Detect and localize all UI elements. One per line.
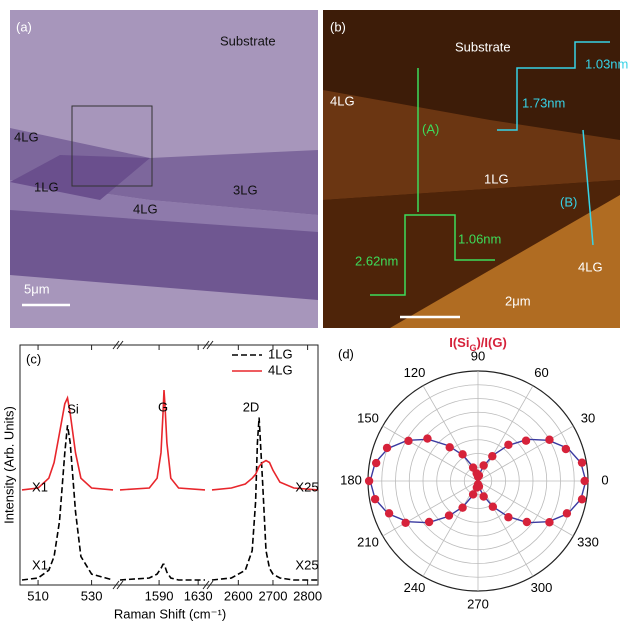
data-point <box>545 436 553 444</box>
axis-breaks <box>113 341 213 589</box>
region-label: 4LG <box>14 129 39 144</box>
scale-label: 2μm <box>505 293 531 308</box>
data-point <box>425 518 433 526</box>
x-tick-label: 1590 <box>145 588 174 603</box>
profile-label: (B) <box>560 194 577 209</box>
data-point <box>504 441 512 449</box>
region-label: 1LG <box>484 171 509 186</box>
spectrum-line <box>120 564 205 580</box>
panel-label: (a) <box>16 19 32 34</box>
angle-label: 330 <box>577 534 599 549</box>
region-label: 4LG <box>578 259 603 274</box>
data-point <box>365 477 373 485</box>
angle-label: 300 <box>531 580 553 595</box>
step-label: 1.73nm <box>522 95 565 110</box>
data-point <box>385 509 393 517</box>
data-point <box>372 459 380 467</box>
x-tick-label: 1630 <box>184 588 213 603</box>
annotation: X1 <box>32 479 48 494</box>
data-point <box>458 503 466 511</box>
panel-label: (c) <box>26 351 41 366</box>
data-point <box>578 495 586 503</box>
step-label: 2.62nm <box>355 253 398 268</box>
data-point <box>581 477 589 485</box>
angle-label: 270 <box>467 596 489 611</box>
data-point <box>479 461 487 469</box>
data-point <box>446 443 454 451</box>
data-point <box>475 482 483 490</box>
step-label: 1.06nm <box>458 231 501 246</box>
data-point <box>562 445 570 453</box>
title-part: G <box>469 343 476 353</box>
region-label: 3LG <box>233 182 258 197</box>
annotation: G <box>158 399 168 414</box>
data-point <box>401 519 409 527</box>
title-part: I(Si <box>449 335 469 350</box>
angle-label: 0 <box>601 472 608 487</box>
annotation: X1 <box>32 557 48 572</box>
y-axis-label: Intensity (Arb. Units) <box>1 406 16 524</box>
spectrum-line <box>212 418 318 581</box>
annotation: 2D <box>243 399 260 414</box>
angle-label: 240 <box>404 580 426 595</box>
data-point <box>423 434 431 442</box>
region-label: 4LG <box>330 93 355 108</box>
data-point <box>383 444 391 452</box>
x-tick-label: 2600 <box>224 588 253 603</box>
legend-label: 4LG <box>268 362 293 377</box>
data-point <box>522 436 530 444</box>
x-tick-label: 2800 <box>293 588 322 603</box>
angle-label: 120 <box>404 365 426 380</box>
data-point <box>458 450 466 458</box>
annotation: X25 <box>295 557 318 572</box>
data-point <box>578 458 586 466</box>
data-point <box>469 463 477 471</box>
data-point <box>489 503 497 511</box>
x-tick-label: 510 <box>27 588 49 603</box>
data-point <box>545 518 553 526</box>
figure: (a) Substrate 4LG 1LG 4LG 3LG 5μm (b) Su… <box>0 0 629 629</box>
angle-label: 60 <box>534 365 548 380</box>
panel-a: (a) Substrate 4LG 1LG 4LG 3LG 5μm <box>10 10 318 328</box>
data-point <box>479 492 487 500</box>
legend-label: 1LG <box>268 346 293 361</box>
region-label: Substrate <box>455 39 511 54</box>
x-tick-label: 530 <box>81 588 103 603</box>
data-point <box>445 511 453 519</box>
annotation: Si <box>67 401 79 416</box>
region-label: 1LG <box>34 179 59 194</box>
panel-label: (b) <box>330 19 346 34</box>
angle-label: 30 <box>581 410 595 425</box>
region-label: 4LG <box>133 201 158 216</box>
data-point <box>563 509 571 517</box>
step-label: 1.03nm <box>585 56 628 71</box>
data-point <box>523 518 531 526</box>
angle-label: 150 <box>357 410 379 425</box>
angle-label: 180 <box>340 472 362 487</box>
data-point <box>504 513 512 521</box>
x-axis-label: Raman Shift (cm⁻¹) <box>114 606 226 621</box>
profile-label: (A) <box>422 121 439 136</box>
region-label: Substrate <box>220 33 276 48</box>
data-point <box>371 495 379 503</box>
data-point <box>488 452 496 460</box>
data-point <box>404 437 412 445</box>
annotation: X25 <box>295 479 318 494</box>
angle-label: 210 <box>357 534 379 549</box>
panel-b: (b) Substrate 4LG (A) 1LG (B) 4LG 1.73nm… <box>323 10 628 328</box>
panel-label: (d) <box>338 346 354 361</box>
x-tick-label: 2700 <box>259 588 288 603</box>
title-part: )/I(G) <box>476 335 506 350</box>
scale-label: 5μm <box>24 281 50 296</box>
